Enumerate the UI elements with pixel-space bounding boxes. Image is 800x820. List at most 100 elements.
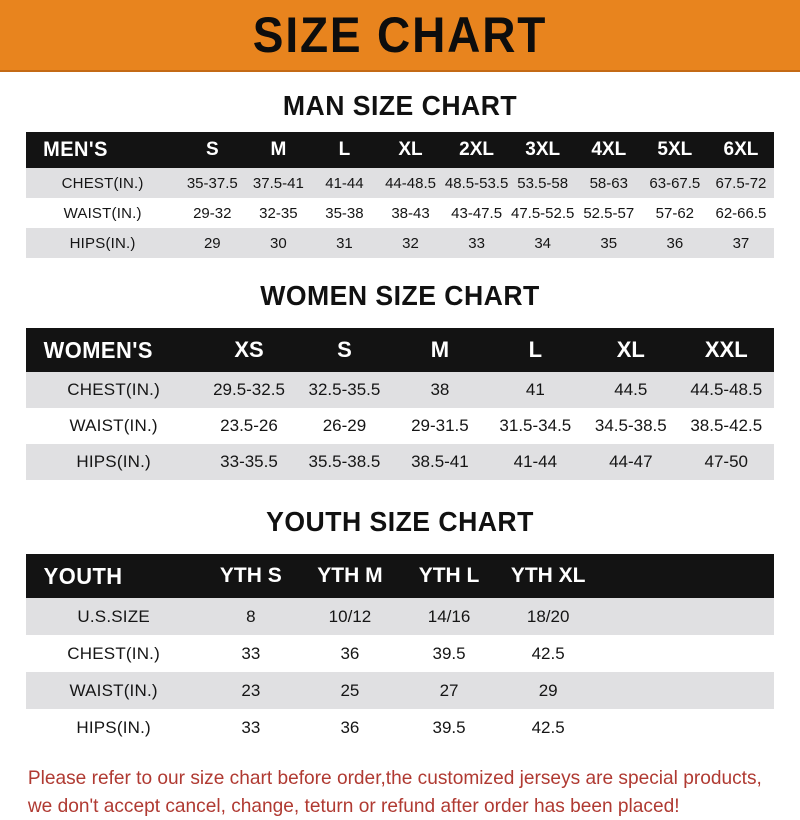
women-section-heading: WOMEN SIZE CHART: [260, 280, 540, 311]
disclaimer-line-2: we don't accept cancel, change, teturn o…: [27, 795, 680, 817]
youth-cell: 36: [340, 643, 360, 663]
women-cell: 44.5-48.5: [690, 380, 763, 399]
women-cell: 38: [430, 380, 450, 399]
men-cell: 57-62: [655, 204, 695, 222]
women-cell: 23.5-26: [220, 416, 278, 435]
disclaimer-line-1: Please refer to our size chart before or…: [27, 767, 762, 789]
youth-cell: 36: [340, 717, 360, 737]
youth-cell: 29: [538, 680, 558, 700]
women-cell: 29-31.5: [411, 416, 469, 435]
men-size-table-block: MEN'S S M L XL 2XL 3XL 4XL 5XL 6XL CHEST(IN.) 35-3…: [26, 132, 774, 258]
men-cell: 58-63: [589, 174, 628, 192]
youth-row-label: CHEST(IN.): [67, 643, 160, 663]
youth-cell: 27: [439, 680, 459, 700]
youth-table-head: YOUTH YTH S YTH M YTH L YTH XL: [26, 554, 774, 598]
youth-cell: 18/20: [526, 606, 570, 626]
youth-table-row: CHEST(IN.) 33 36 39.5 42.5: [26, 635, 774, 672]
page-title: SIZE CHART: [252, 7, 548, 63]
youth-size-table-block: YOUTH YTH S YTH M YTH L YTH XL U.S.SIZE 8 10/1…: [26, 554, 774, 746]
youth-table-row: WAIST(IN.) 23 25 27 29: [26, 672, 774, 709]
women-cell: 26-29: [322, 416, 367, 435]
women-cell: 34.5-38.5: [594, 416, 667, 435]
women-header-size-m: M: [430, 337, 450, 362]
youth-row-label: HIPS(IN.): [76, 717, 151, 737]
men-row-label: HIPS(IN.): [69, 234, 136, 252]
women-row-label: HIPS(IN.): [76, 452, 151, 471]
men-cell: 37: [732, 234, 750, 252]
youth-cell: 42.5: [531, 643, 565, 663]
men-header-size-4xl: 4XL: [591, 139, 627, 160]
youth-header-row: YOUTH YTH S YTH M YTH L YTH XL: [26, 554, 774, 598]
women-table-row: CHEST(IN.) 29.5-32.5 32.5-35.5 38 41 44.5 44.5…: [26, 372, 774, 408]
men-cell: 35-37.5: [186, 174, 238, 192]
women-cell: 33-35.5: [220, 452, 278, 471]
youth-cell: 8: [246, 606, 256, 626]
youth-cell: 23: [241, 680, 261, 700]
women-table-head: WOMEN'S XS S M L XL XXL: [26, 328, 774, 372]
men-header-label: MEN'S: [43, 138, 108, 161]
page-banner: SIZE CHART: [0, 0, 800, 72]
youth-header-label: YOUTH: [43, 562, 123, 589]
men-row-label: WAIST(IN.): [63, 204, 142, 222]
women-header-size-xs: XS: [234, 337, 264, 362]
men-cell: 32: [402, 234, 419, 252]
women-row-label: CHEST(IN.): [67, 380, 160, 399]
youth-header-size-yth-l: YTH L: [418, 564, 480, 587]
youth-header-filler: [598, 554, 774, 598]
women-cell: 44-47: [609, 452, 653, 471]
men-cell: 34: [534, 234, 552, 252]
men-cell: 38-43: [391, 204, 430, 222]
youth-cell: 10/12: [328, 606, 372, 626]
women-header-label: WOMEN'S: [43, 336, 153, 363]
men-header-size-2xl: 2XL: [459, 139, 495, 160]
men-cell: 47.5-52.5: [510, 204, 575, 222]
women-size-table: WOMEN'S XS S M L XL XXL CHEST(IN.) 29.5-32.5 32.…: [26, 328, 774, 480]
men-cell: 32-35: [259, 204, 298, 222]
youth-table-row: U.S.SIZE 8 10/12 14/16 18/20: [26, 598, 774, 635]
women-table-row: HIPS(IN.) 33-35.5 35.5-38.5 38.5-41 41-44 44-…: [26, 444, 774, 480]
men-cell: 67.5-72: [715, 174, 767, 192]
men-header-size-3xl: 3XL: [525, 139, 561, 160]
men-table-body: CHEST(IN.) 35-37.5 37.5-41 41-44 44-48.5 48.5…: [26, 168, 774, 258]
men-cell: 36: [666, 234, 684, 252]
women-cell: 38.5-42.5: [690, 416, 763, 435]
women-cell: 41: [525, 380, 545, 399]
men-section-heading: MAN SIZE CHART: [282, 90, 518, 121]
men-header-size-5xl: 5XL: [657, 139, 693, 160]
men-header-size-l: L: [338, 139, 351, 160]
youth-cell: 39.5: [432, 717, 466, 737]
women-header-row: WOMEN'S XS S M L XL XXL: [26, 328, 774, 372]
women-cell: 41-44: [513, 452, 558, 471]
women-table-body: CHEST(IN.) 29.5-32.5 32.5-35.5 38 41 44.5 44.5…: [26, 372, 774, 480]
men-cell: 41-44: [325, 174, 364, 192]
women-cell: 29.5-32.5: [213, 380, 285, 399]
youth-header-size-yth-s: YTH S: [219, 564, 282, 587]
youth-row-label: U.S.SIZE: [77, 606, 150, 626]
women-cell: 35.5-38.5: [308, 452, 381, 471]
men-size-table: MEN'S S M L XL 2XL 3XL 4XL 5XL 6XL CHEST(IN.) 35-3…: [26, 132, 774, 258]
youth-cell-filler: [598, 672, 774, 709]
youth-cell: 25: [340, 680, 360, 700]
women-header-size-xxl: XXL: [704, 337, 748, 362]
men-cell: 29-32: [193, 204, 232, 222]
men-cell: 63-67.5: [649, 174, 701, 192]
women-header-size-l: L: [528, 337, 543, 362]
men-cell: 35-38: [325, 204, 364, 222]
youth-cell-filler: [598, 709, 774, 746]
men-cell: 53.5-58: [517, 174, 569, 192]
men-header-size-m: M: [270, 139, 287, 160]
women-cell: 47-50: [704, 452, 748, 471]
men-row-label: CHEST(IN.): [61, 174, 144, 192]
youth-cell-filler: [598, 598, 774, 635]
men-cell: 43-47.5: [451, 204, 503, 222]
women-header-size-xl: XL: [616, 337, 645, 362]
youth-cell-filler: [598, 635, 774, 672]
men-header-size-s: S: [205, 139, 219, 160]
youth-row-label: WAIST(IN.): [69, 680, 158, 700]
men-cell: 37.5-41: [252, 174, 304, 192]
women-cell: 31.5-34.5: [499, 416, 572, 435]
youth-cell: 42.5: [531, 717, 565, 737]
men-cell: 29: [203, 234, 221, 252]
women-header-size-s: S: [337, 337, 352, 362]
